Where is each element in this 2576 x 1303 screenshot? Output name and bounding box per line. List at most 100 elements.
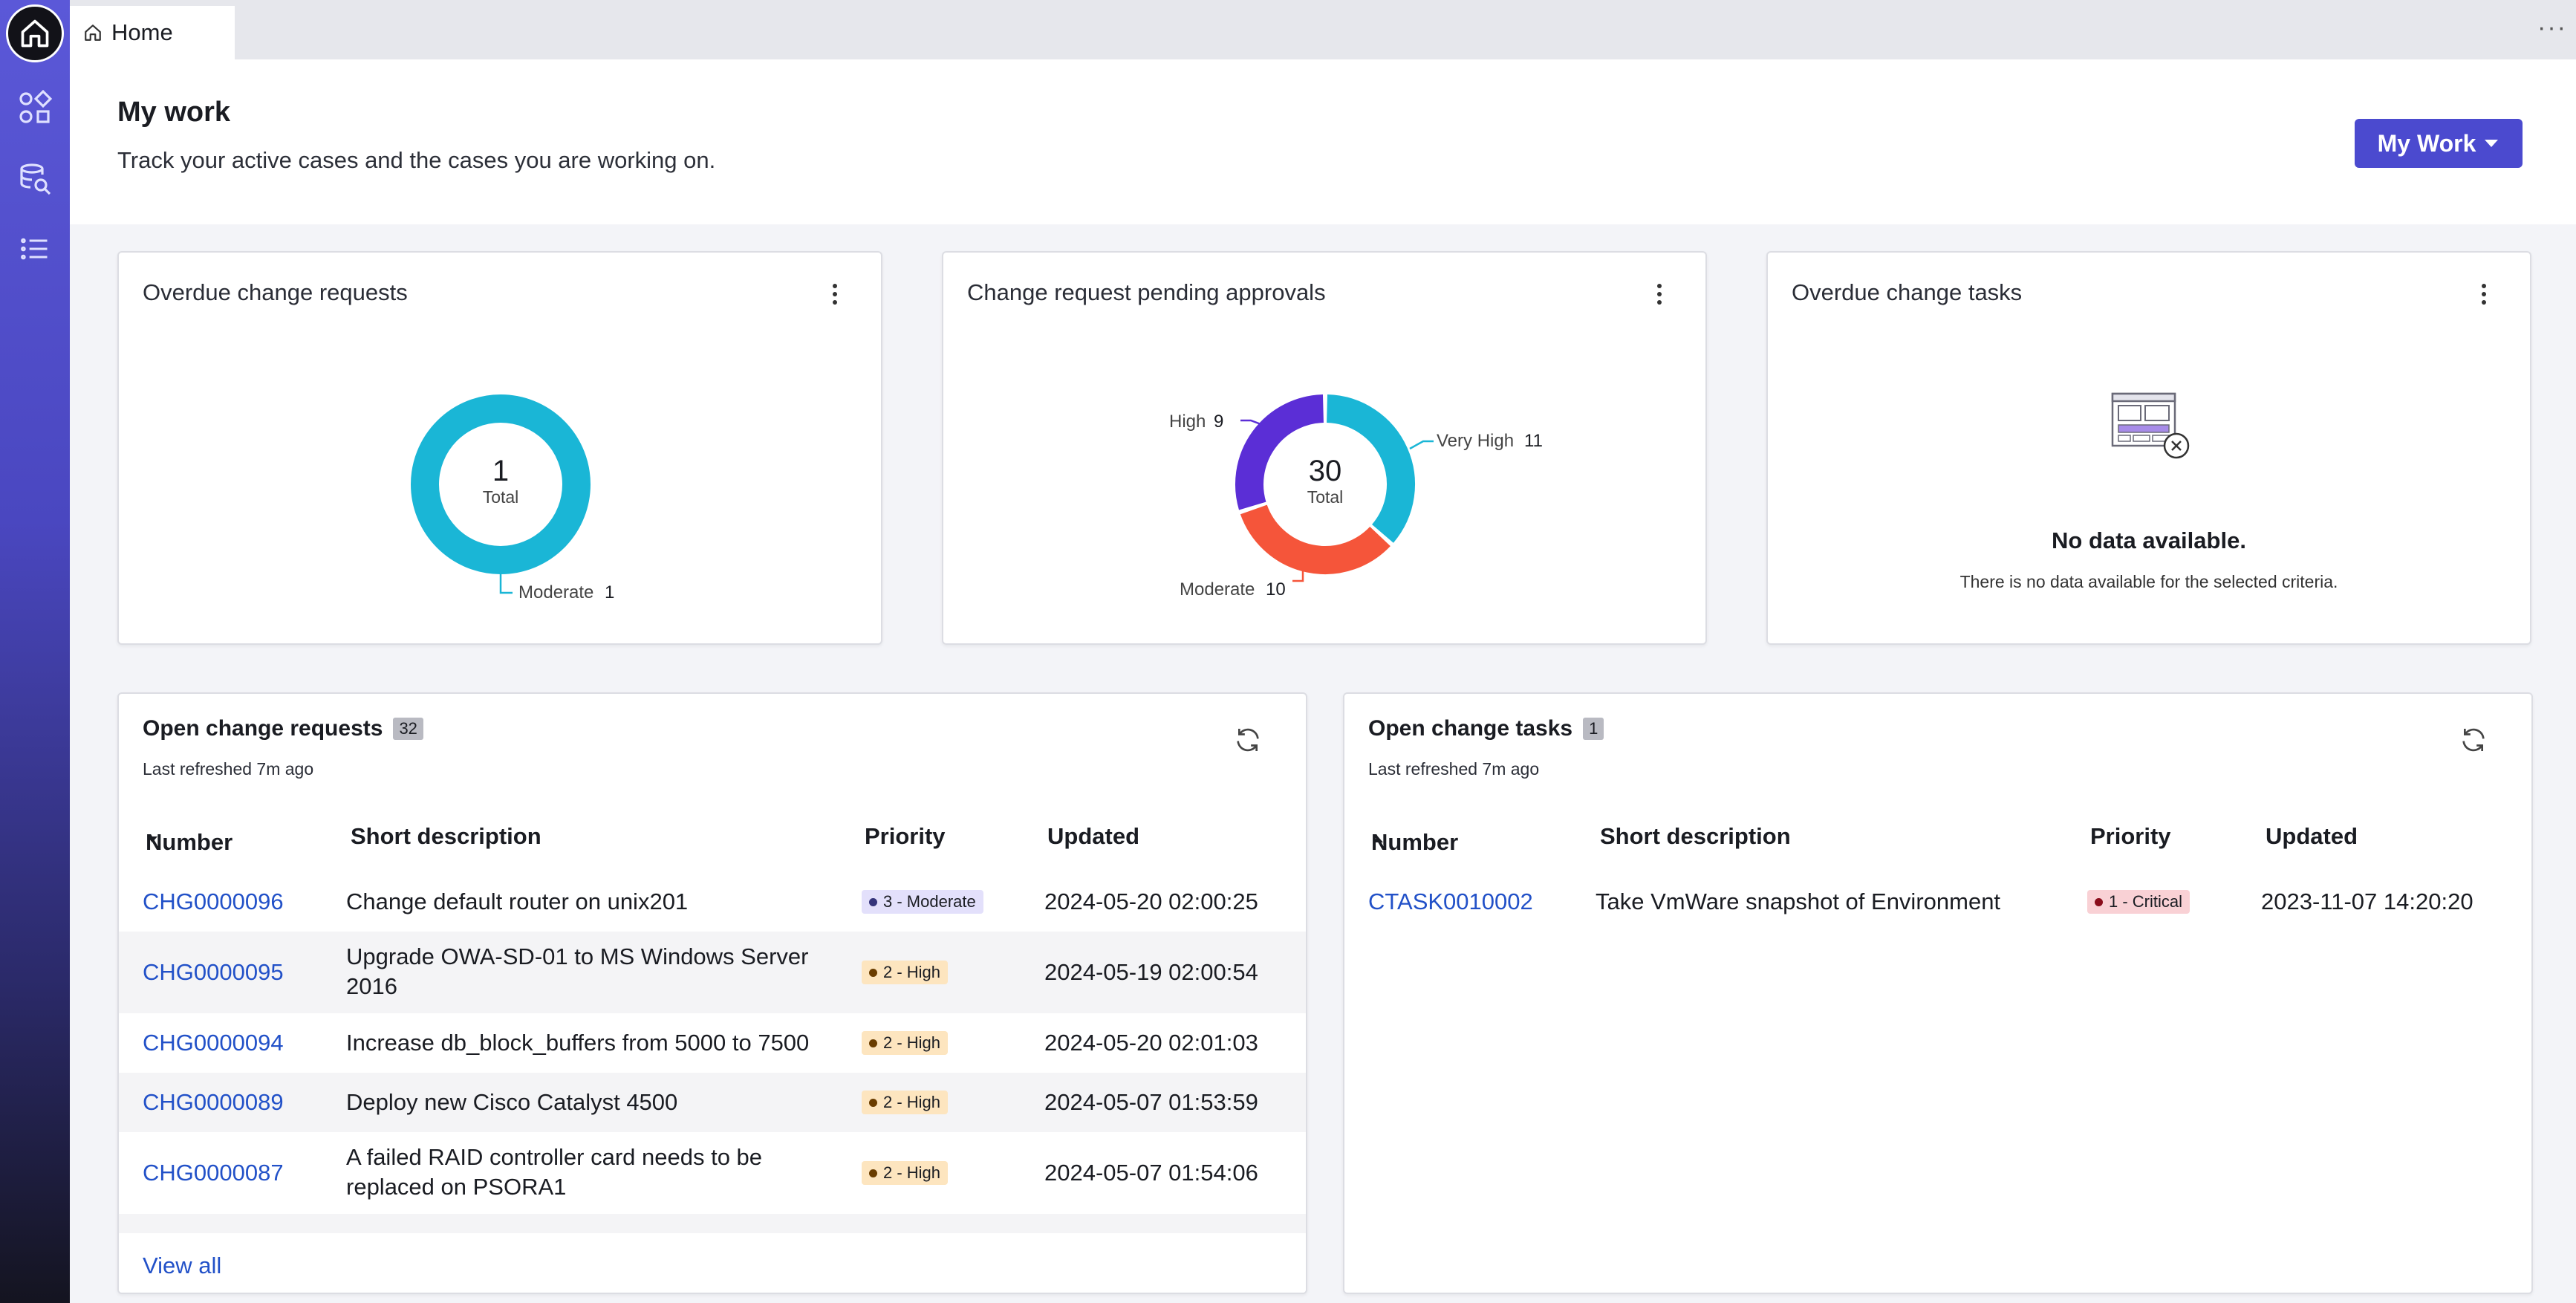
left-nav-rail [0, 0, 70, 1303]
view-all-link[interactable]: View all [143, 1252, 222, 1278]
database-search-icon [20, 163, 51, 195]
donut-slice-high[interactable] [1235, 394, 1324, 510]
last-refreshed-text: Last refreshed 7m ago [143, 759, 314, 779]
open-change-requests-list: Open change requests 32 Last refreshed 7… [117, 692, 1307, 1294]
list-title-text: Open change requests [143, 716, 383, 741]
list-nav-button[interactable] [15, 229, 55, 269]
list-title: Open change tasks 1 [1368, 716, 1604, 741]
column-header-number[interactable]: Number [146, 823, 232, 855]
legend-label-moderate: Moderate [518, 582, 594, 602]
short-description-line: Upgrade OWA-SD-01 to MS Windows Server [346, 943, 809, 969]
legend-value-moderate: 10 [1266, 579, 1286, 599]
database-search-nav-button[interactable] [15, 159, 55, 199]
my-work-dropdown-button[interactable]: My Work [2355, 119, 2523, 168]
sort-ascending-icon [1373, 836, 1383, 842]
short-description-line: A failed RAID controller card needs to b… [346, 1144, 763, 1170]
change-number-link[interactable]: CHG0000087 [143, 1160, 284, 1186]
donut-slice-moderate[interactable] [1240, 504, 1391, 574]
table-row[interactable]: CHG0000094 Increase db_block_buffers fro… [119, 1013, 1306, 1073]
table-row[interactable]: CHG0000089 Deploy new Cisco Catalyst 450… [119, 1073, 1306, 1132]
card-title: Overdue change requests [143, 279, 408, 305]
column-header-short-description[interactable]: Short description [1600, 823, 1791, 849]
priority-badge: 2 - High [862, 1031, 949, 1055]
home-icon [21, 19, 49, 48]
leader-line-high [1240, 419, 1263, 426]
short-description: Take VmWare snapshot of Environment [1596, 888, 2001, 914]
card-menu-icon[interactable] [2479, 279, 2488, 309]
page-title: My work [117, 97, 231, 128]
table-row[interactable]: CHG0000096 Change default router on unix… [119, 872, 1306, 932]
column-header-number[interactable]: Number [1371, 823, 1458, 855]
table-row[interactable]: CHG0000087 A failed RAID controller card… [119, 1132, 1306, 1214]
leader-line-moderate [499, 572, 513, 594]
card-title: Change request pending approvals [967, 279, 1326, 305]
apps-nav-button[interactable] [15, 88, 55, 128]
column-header-label: Number [1371, 829, 1459, 855]
donut-total-value: 30 [1308, 455, 1342, 487]
change-number-link[interactable]: CHG0000094 [143, 1030, 284, 1056]
more-options-icon[interactable]: ··· [2537, 13, 2567, 42]
short-description: Increase db_block_buffers from 5000 to 7… [346, 1030, 810, 1056]
donut-slice-very-high[interactable] [1326, 394, 1415, 543]
legend-label-moderate: Moderate [1180, 579, 1255, 599]
list-title: Open change requests 32 [143, 716, 423, 741]
card-title: Overdue change tasks [1792, 279, 2023, 305]
my-work-button-label: My Work [2377, 129, 2476, 157]
task-number-link[interactable]: CTASK0010002 [1368, 888, 1533, 914]
short-description: Change default router on unix201 [346, 888, 689, 914]
table-header: Number Short description Priority Update… [1344, 817, 2531, 855]
page-subtitle: Track your active cases and the cases yo… [117, 147, 716, 173]
column-header-priority[interactable]: Priority [2090, 823, 2171, 849]
overdue-change-requests-card: Overdue change requests 1 Total Moderate… [117, 251, 882, 645]
refresh-icon[interactable] [2459, 725, 2488, 755]
column-header-updated[interactable]: Updated [2266, 823, 2358, 849]
list-title-text: Open change tasks [1368, 716, 1573, 741]
leader-line-very-high [1409, 440, 1434, 450]
tab-home[interactable]: Home [70, 6, 235, 59]
short-description-line: replaced on PSORA1 [346, 1174, 567, 1200]
donut-total-value: 1 [492, 455, 510, 487]
legend-value-very-high: 11 [1524, 431, 1543, 451]
priority-label: 2 - High [883, 1033, 941, 1052]
list-footer [119, 1233, 1306, 1293]
list-icon [21, 238, 48, 260]
tab-strip: Home ··· [70, 0, 2576, 59]
caret-down-icon [2485, 140, 2499, 147]
column-header-updated[interactable]: Updated [1047, 823, 1139, 849]
shapes-icon [19, 90, 53, 123]
short-description: Upgrade OWA-SD-01 to MS Windows Server 20… [346, 942, 808, 1001]
column-header-priority[interactable]: Priority [865, 823, 946, 849]
priority-badge: 3 - Moderate [862, 890, 983, 914]
legend-value-high: 9 [1214, 412, 1224, 432]
sort-descending-icon [147, 836, 157, 842]
count-badge: 32 [393, 718, 423, 740]
card-menu-icon[interactable] [830, 279, 839, 309]
short-description-line: 2016 [346, 973, 397, 999]
donut-total-label: Total [482, 487, 519, 507]
priority-label: 3 - Moderate [883, 892, 976, 911]
refresh-icon[interactable] [1233, 725, 1263, 755]
table-row[interactable]: CHG0000095 Upgrade OWA-SD-01 to MS Windo… [119, 932, 1306, 1013]
pending-approvals-donut-chart [1235, 394, 1434, 582]
overdue-change-tasks-card: Overdue change tasks No data available. … [1766, 251, 2531, 645]
last-refreshed-text: Last refreshed 7m ago [1368, 759, 1540, 779]
legend-label-very-high: Very High [1437, 431, 1515, 451]
table-row[interactable]: CTASK0010002 Take VmWare snapshot of Env… [1344, 872, 2531, 932]
priority-badge: 2 - High [862, 1091, 949, 1114]
priority-badge: 1 - Critical [2087, 890, 2190, 914]
home-nav-button[interactable] [6, 4, 64, 62]
card-menu-icon[interactable] [1655, 279, 1664, 309]
change-number-link[interactable]: CHG0000096 [143, 888, 284, 914]
no-data-illustration-icon [2111, 392, 2190, 459]
column-header-short-description[interactable]: Short description [351, 823, 541, 849]
tab-home-label: Home [111, 19, 173, 45]
legend-value-moderate: 1 [605, 582, 615, 602]
donut-total-label: Total [1307, 487, 1344, 507]
change-number-link[interactable]: CHG0000089 [143, 1089, 284, 1115]
page-header: My work Track your active cases and the … [70, 59, 2576, 224]
priority-label: 2 - High [883, 963, 941, 981]
priority-badge: 2 - High [862, 961, 949, 984]
priority-label: 2 - High [883, 1093, 941, 1111]
legend-label-high: High [1169, 412, 1206, 432]
change-number-link[interactable]: CHG0000095 [143, 959, 284, 985]
